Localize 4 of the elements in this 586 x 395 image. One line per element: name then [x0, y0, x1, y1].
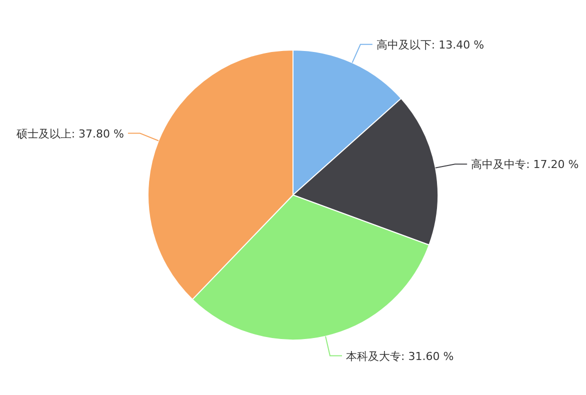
slice-label: 高中及中专: 17.20 %: [471, 158, 579, 172]
slice-label: 高中及以下: 13.40 %: [376, 38, 484, 52]
slice-label: 本科及大专: 31.60 %: [346, 350, 454, 363]
slice-label: 硕士及以上: 37.80 %: [15, 127, 124, 140]
